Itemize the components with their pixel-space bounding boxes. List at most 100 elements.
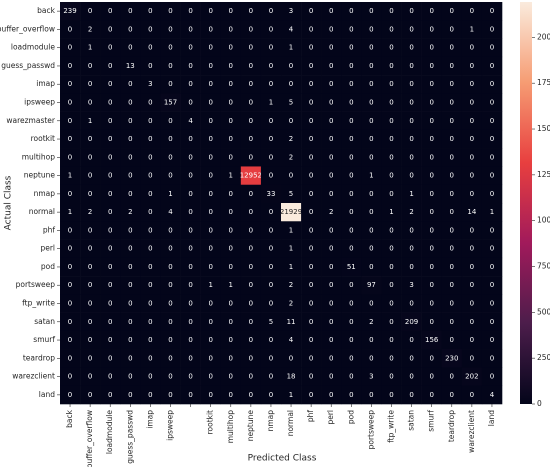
cell: [421, 203, 443, 222]
cell: [321, 56, 342, 76]
cell: [180, 385, 201, 405]
cell-label: 0: [409, 226, 413, 234]
cell: [240, 148, 262, 167]
cell: [220, 56, 242, 76]
cell: [281, 221, 302, 240]
cell-label: 0: [68, 263, 72, 271]
cell: [220, 166, 242, 186]
cell: [100, 148, 121, 167]
cell-label: 0: [349, 226, 353, 234]
cell: [341, 257, 362, 277]
cell: [160, 294, 181, 313]
cell: [481, 203, 503, 222]
cell: [321, 276, 342, 295]
y-tick-label: ipsweep: [24, 98, 55, 107]
cell: [481, 129, 503, 149]
cell: [80, 2, 101, 21]
cell: [421, 330, 443, 350]
cell-label: 0: [309, 80, 313, 88]
cell-label: 0: [128, 172, 132, 180]
cell-label: 0: [429, 62, 433, 70]
cell-label: 0: [148, 336, 152, 344]
cell: [301, 239, 322, 259]
cell: [160, 56, 181, 76]
cell: [401, 239, 422, 259]
cell: [421, 221, 443, 240]
cell-label: 0: [450, 25, 454, 33]
cell-label: 0: [490, 25, 494, 33]
cell: [100, 221, 121, 240]
cell: [361, 312, 382, 332]
cell-label: 0: [108, 281, 112, 289]
cell-label: 0: [409, 300, 413, 308]
cell-label: 0: [108, 62, 112, 70]
cell-label: 2: [128, 208, 132, 216]
cell-label: 0: [389, 153, 393, 161]
cell-label: 0: [148, 99, 152, 107]
cell: [100, 349, 121, 368]
cell: [180, 257, 201, 277]
cell-label: 0: [88, 281, 92, 289]
x-tick-label: satan: [407, 410, 416, 431]
cell: [160, 221, 181, 240]
cell-label: 3: [369, 373, 373, 381]
cell: [60, 239, 81, 259]
cell-label: 0: [88, 373, 92, 381]
cell: [200, 367, 222, 387]
cell: [160, 257, 181, 277]
cell: [60, 2, 81, 21]
cell: [120, 166, 141, 186]
cell-label: 0: [409, 153, 413, 161]
cell-label: 0: [349, 117, 353, 125]
y-tick-label: warezmaster: [6, 116, 56, 125]
cell: [60, 38, 81, 58]
cell-label: 0: [208, 208, 212, 216]
cell: [240, 203, 262, 222]
cell-label: 0: [309, 336, 313, 344]
cell: [381, 38, 402, 58]
cell: [361, 166, 382, 186]
cell: [401, 385, 422, 405]
cell: [381, 367, 402, 387]
cell-label: 0: [108, 99, 112, 107]
cell-label: 0: [470, 263, 474, 271]
cell-label: 0: [329, 99, 333, 107]
cell: [60, 20, 81, 39]
cell-label: 0: [128, 80, 132, 88]
cell: [381, 239, 402, 259]
cell-label: 0: [309, 190, 313, 198]
cell: [301, 276, 322, 295]
cell-label: 12952: [240, 172, 262, 180]
cell-label: 0: [269, 7, 273, 15]
cell: [100, 184, 121, 204]
cell: [220, 221, 242, 240]
cell: [80, 239, 101, 259]
cell: [200, 93, 222, 112]
cell-label: 0: [208, 190, 212, 198]
cell: [260, 257, 282, 277]
cell: [180, 349, 201, 368]
cell: [120, 312, 141, 332]
cell-label: 0: [369, 300, 373, 308]
cell: [361, 2, 382, 21]
cell-label: 0: [249, 153, 253, 161]
cell-label: 0: [229, 300, 233, 308]
cell-label: 0: [289, 354, 293, 362]
cell-label: 0: [269, 62, 273, 70]
cell: [240, 75, 262, 94]
cell-label: 0: [188, 172, 192, 180]
cell: [160, 93, 181, 112]
cell-label: 0: [68, 391, 72, 399]
cell: [180, 239, 201, 259]
cell-label: 0: [229, 190, 233, 198]
cell-label: 0: [389, 62, 393, 70]
cell-label: 0: [208, 44, 212, 52]
cell: [60, 385, 81, 405]
cell: [301, 203, 322, 222]
cell-label: 0: [450, 300, 454, 308]
cell: [301, 349, 322, 368]
cell-label: 0: [88, 190, 92, 198]
cell-label: 0: [88, 336, 92, 344]
cell: [341, 2, 362, 21]
